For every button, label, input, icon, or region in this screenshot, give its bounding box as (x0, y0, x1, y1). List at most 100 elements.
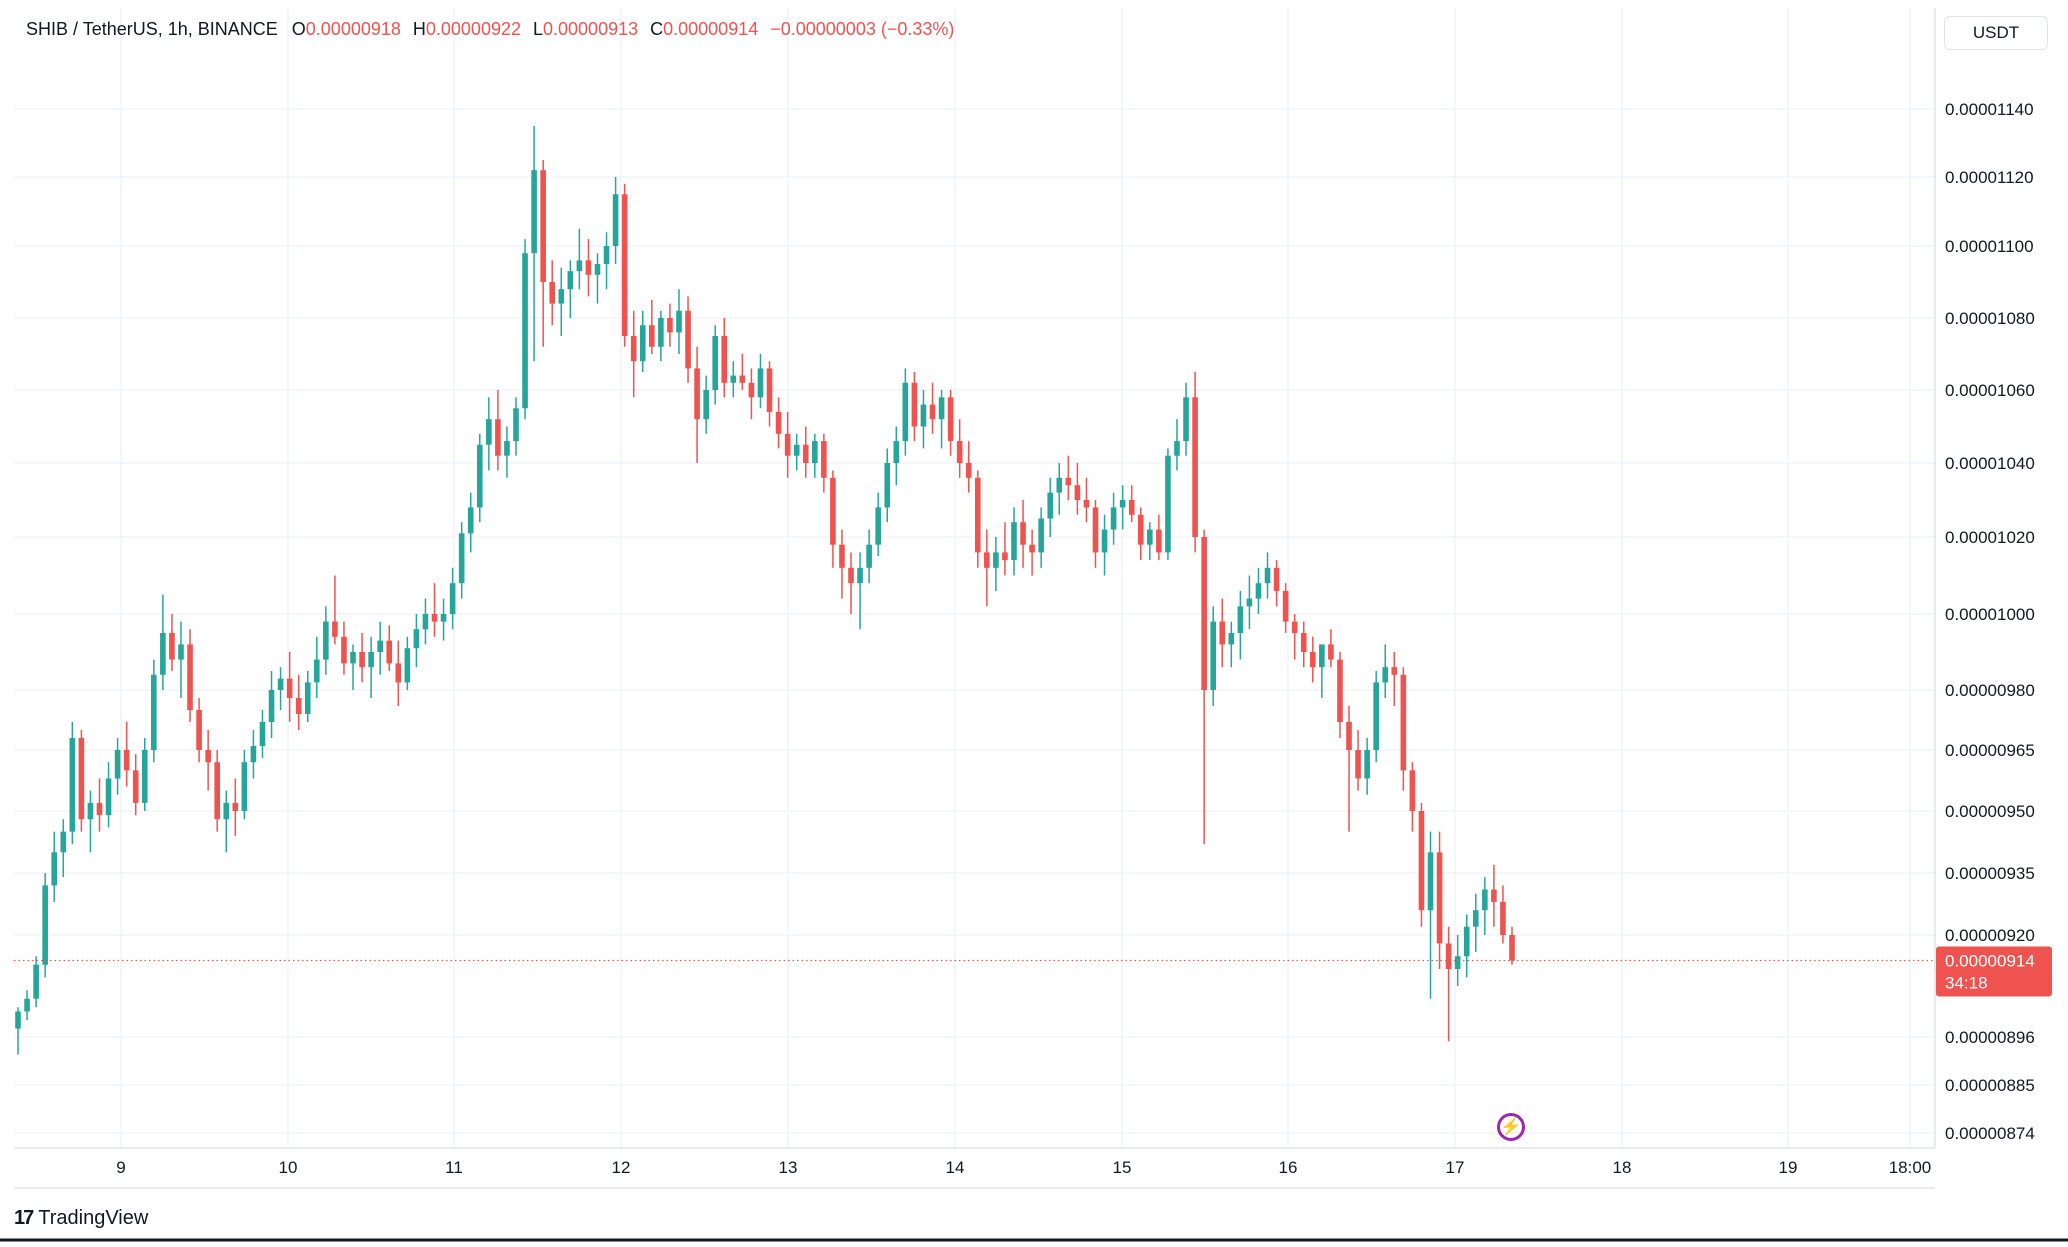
candle[interactable] (504, 426, 510, 478)
symbol-title[interactable]: SHIB / TetherUS, 1h, BINANCE (26, 19, 278, 39)
candle[interactable] (169, 614, 175, 671)
candle[interactable] (223, 790, 230, 853)
candle[interactable] (1328, 629, 1334, 668)
candle[interactable] (1346, 706, 1352, 832)
candle[interactable] (431, 583, 438, 637)
candle[interactable] (1201, 529, 1207, 845)
currency-button[interactable]: USDT (1944, 16, 2048, 50)
candle[interactable] (703, 375, 709, 434)
candle[interactable] (757, 354, 764, 409)
candle[interactable] (1400, 667, 1407, 791)
candle[interactable] (42, 873, 48, 978)
candle[interactable] (214, 750, 221, 832)
candle[interactable] (458, 522, 465, 599)
candle[interactable] (585, 239, 592, 297)
candle[interactable] (341, 621, 347, 675)
candle[interactable] (268, 671, 275, 738)
candle[interactable] (1427, 831, 1434, 999)
candle[interactable] (1491, 864, 1497, 927)
candle[interactable] (386, 625, 393, 671)
candle[interactable] (1436, 831, 1443, 969)
candle[interactable] (1246, 575, 1253, 630)
candle[interactable] (938, 390, 945, 449)
candle[interactable] (1228, 621, 1235, 668)
candle[interactable] (630, 310, 637, 398)
candle[interactable] (558, 267, 565, 336)
candle[interactable] (866, 529, 872, 584)
candle[interactable] (286, 652, 293, 722)
candle[interactable] (33, 956, 39, 1008)
candle[interactable] (784, 411, 791, 478)
candle[interactable] (123, 722, 130, 787)
candle[interactable] (775, 397, 782, 449)
candle[interactable] (1454, 935, 1461, 986)
candle[interactable] (721, 318, 728, 398)
candle[interactable] (277, 667, 284, 710)
candle[interactable] (549, 260, 556, 326)
candle[interactable] (467, 492, 474, 553)
candle[interactable] (576, 228, 583, 290)
candle[interactable] (567, 260, 574, 318)
candle[interactable] (178, 621, 184, 698)
candle[interactable] (1210, 606, 1217, 706)
candle[interactable] (685, 296, 691, 383)
candle[interactable] (187, 629, 193, 722)
candle[interactable] (1219, 598, 1226, 668)
candle[interactable] (612, 177, 619, 264)
candle[interactable] (404, 636, 411, 690)
candle[interactable] (241, 750, 248, 820)
candle[interactable] (422, 598, 429, 645)
candle[interactable] (513, 397, 519, 456)
candle[interactable] (667, 303, 673, 347)
candle[interactable] (621, 183, 628, 347)
candle[interactable] (96, 778, 103, 832)
candle[interactable] (929, 382, 936, 434)
candle[interactable] (1101, 514, 1108, 576)
candle[interactable] (857, 552, 863, 630)
candle[interactable] (1056, 463, 1063, 515)
price-axis[interactable]: 0.00000874 0.00000885 0.00000896 0.00000920… (1945, 100, 2035, 1143)
candle[interactable] (1065, 455, 1072, 500)
candle[interactable] (15, 1007, 21, 1055)
candle[interactable] (350, 644, 356, 690)
time-axis[interactable]: 9 10 11 12 13 14 15 16 17 18 19 18:00 (116, 1158, 1931, 1177)
candle[interactable] (1110, 492, 1117, 545)
candle[interactable] (1128, 485, 1135, 523)
candle[interactable] (24, 990, 30, 1020)
candle[interactable] (658, 310, 664, 362)
candle[interactable] (956, 419, 963, 478)
candle[interactable] (639, 310, 646, 372)
candle[interactable] (495, 390, 501, 471)
candle[interactable] (449, 567, 456, 630)
tradingview-logo[interactable]: 17 TradingView (14, 1207, 148, 1230)
candle[interactable] (313, 636, 320, 698)
candle[interactable] (911, 372, 918, 442)
candle[interactable] (893, 426, 900, 486)
candle[interactable] (1092, 500, 1099, 568)
candle[interactable] (395, 640, 402, 706)
candle[interactable] (1391, 652, 1398, 706)
candle[interactable] (1083, 477, 1090, 523)
candle[interactable] (1183, 382, 1189, 456)
candle[interactable] (476, 433, 483, 523)
candle[interactable] (522, 239, 528, 420)
candle[interactable] (114, 738, 121, 795)
candle[interactable] (540, 160, 546, 347)
candle[interactable] (1047, 477, 1054, 537)
candle[interactable] (1509, 926, 1515, 965)
candle[interactable] (1472, 893, 1479, 952)
candle[interactable] (151, 659, 157, 763)
candle[interactable] (1192, 372, 1198, 553)
candle[interactable] (332, 575, 338, 645)
candle[interactable] (1463, 914, 1470, 978)
candle[interactable] (1074, 463, 1081, 515)
candle[interactable] (1165, 448, 1171, 561)
candle[interactable] (1291, 614, 1298, 660)
candle[interactable] (304, 671, 311, 722)
candle[interactable] (232, 778, 239, 836)
candle[interactable] (1309, 636, 1316, 683)
candle[interactable] (830, 470, 836, 568)
candle[interactable] (947, 390, 954, 456)
